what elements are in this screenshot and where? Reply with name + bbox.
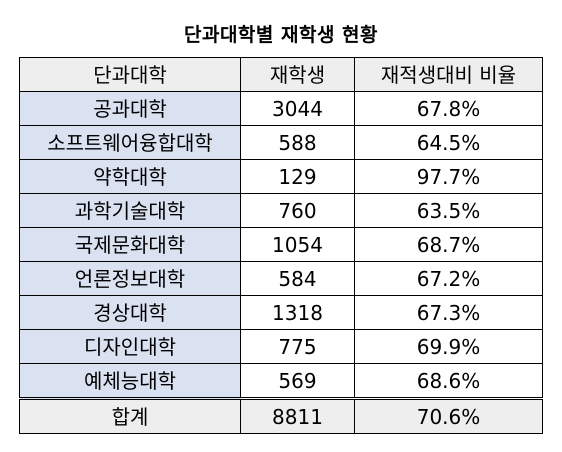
college-cell: 경상대학 (19, 295, 241, 330)
college-cell: 소프트웨어융합대학 (19, 125, 241, 160)
ratio-cell: 97.7% (354, 159, 543, 194)
column-header-college: 단과대학 (19, 57, 241, 92)
college-cell: 예체능대학 (19, 363, 241, 399)
students-cell: 569 (240, 363, 355, 399)
students-cell: 129 (240, 159, 355, 194)
college-cell: 공과대학 (19, 91, 241, 126)
total-row: 합계 8811 70.6% (19, 397, 543, 434)
table-row: 디자인대학 775 69.9% (19, 329, 543, 364)
table-row: 경상대학 1318 67.3% (19, 295, 543, 330)
ratio-cell: 69.9% (354, 329, 543, 364)
ratio-cell: 68.6% (354, 363, 543, 399)
college-cell: 국제문화대학 (19, 227, 241, 262)
students-cell: 1054 (240, 227, 355, 262)
table-row: 약학대학 129 97.7% (19, 159, 543, 194)
students-cell: 584 (240, 261, 355, 296)
table-row: 소프트웨어융합대학 588 64.5% (19, 125, 543, 160)
table-row: 예체능대학 569 68.6% (19, 363, 543, 399)
total-label-cell: 합계 (19, 397, 241, 434)
college-cell: 디자인대학 (19, 329, 241, 364)
table-row: 국제문화대학 1054 68.7% (19, 227, 543, 262)
students-cell: 3044 (240, 91, 355, 126)
table-row: 언론정보대학 584 67.2% (19, 261, 543, 296)
students-cell: 588 (240, 125, 355, 160)
ratio-cell: 67.8% (354, 91, 543, 126)
enrollment-table: 단과대학 재학생 재적생대비 비율 공과대학 3044 67.8% 소프트웨어융… (19, 57, 543, 434)
students-cell: 1318 (240, 295, 355, 330)
students-cell: 760 (240, 193, 355, 228)
college-cell: 언론정보대학 (19, 261, 241, 296)
table-title: 단과대학별 재학생 현황 (183, 24, 379, 46)
table-row: 공과대학 3044 67.8% (19, 91, 543, 126)
total-ratio-cell: 70.6% (354, 397, 543, 434)
column-header-ratio: 재적생대비 비율 (354, 57, 543, 92)
college-cell: 과학기술대학 (19, 193, 241, 228)
table-row: 과학기술대학 760 63.5% (19, 193, 543, 228)
ratio-cell: 63.5% (354, 193, 543, 228)
column-header-students: 재학생 (240, 57, 355, 92)
header-row: 단과대학 재학생 재적생대비 비율 (19, 57, 543, 92)
students-cell: 775 (240, 329, 355, 364)
ratio-cell: 67.2% (354, 261, 543, 296)
ratio-cell: 68.7% (354, 227, 543, 262)
college-cell: 약학대학 (19, 159, 241, 194)
total-students-cell: 8811 (240, 397, 355, 434)
ratio-cell: 67.3% (354, 295, 543, 330)
ratio-cell: 64.5% (354, 125, 543, 160)
